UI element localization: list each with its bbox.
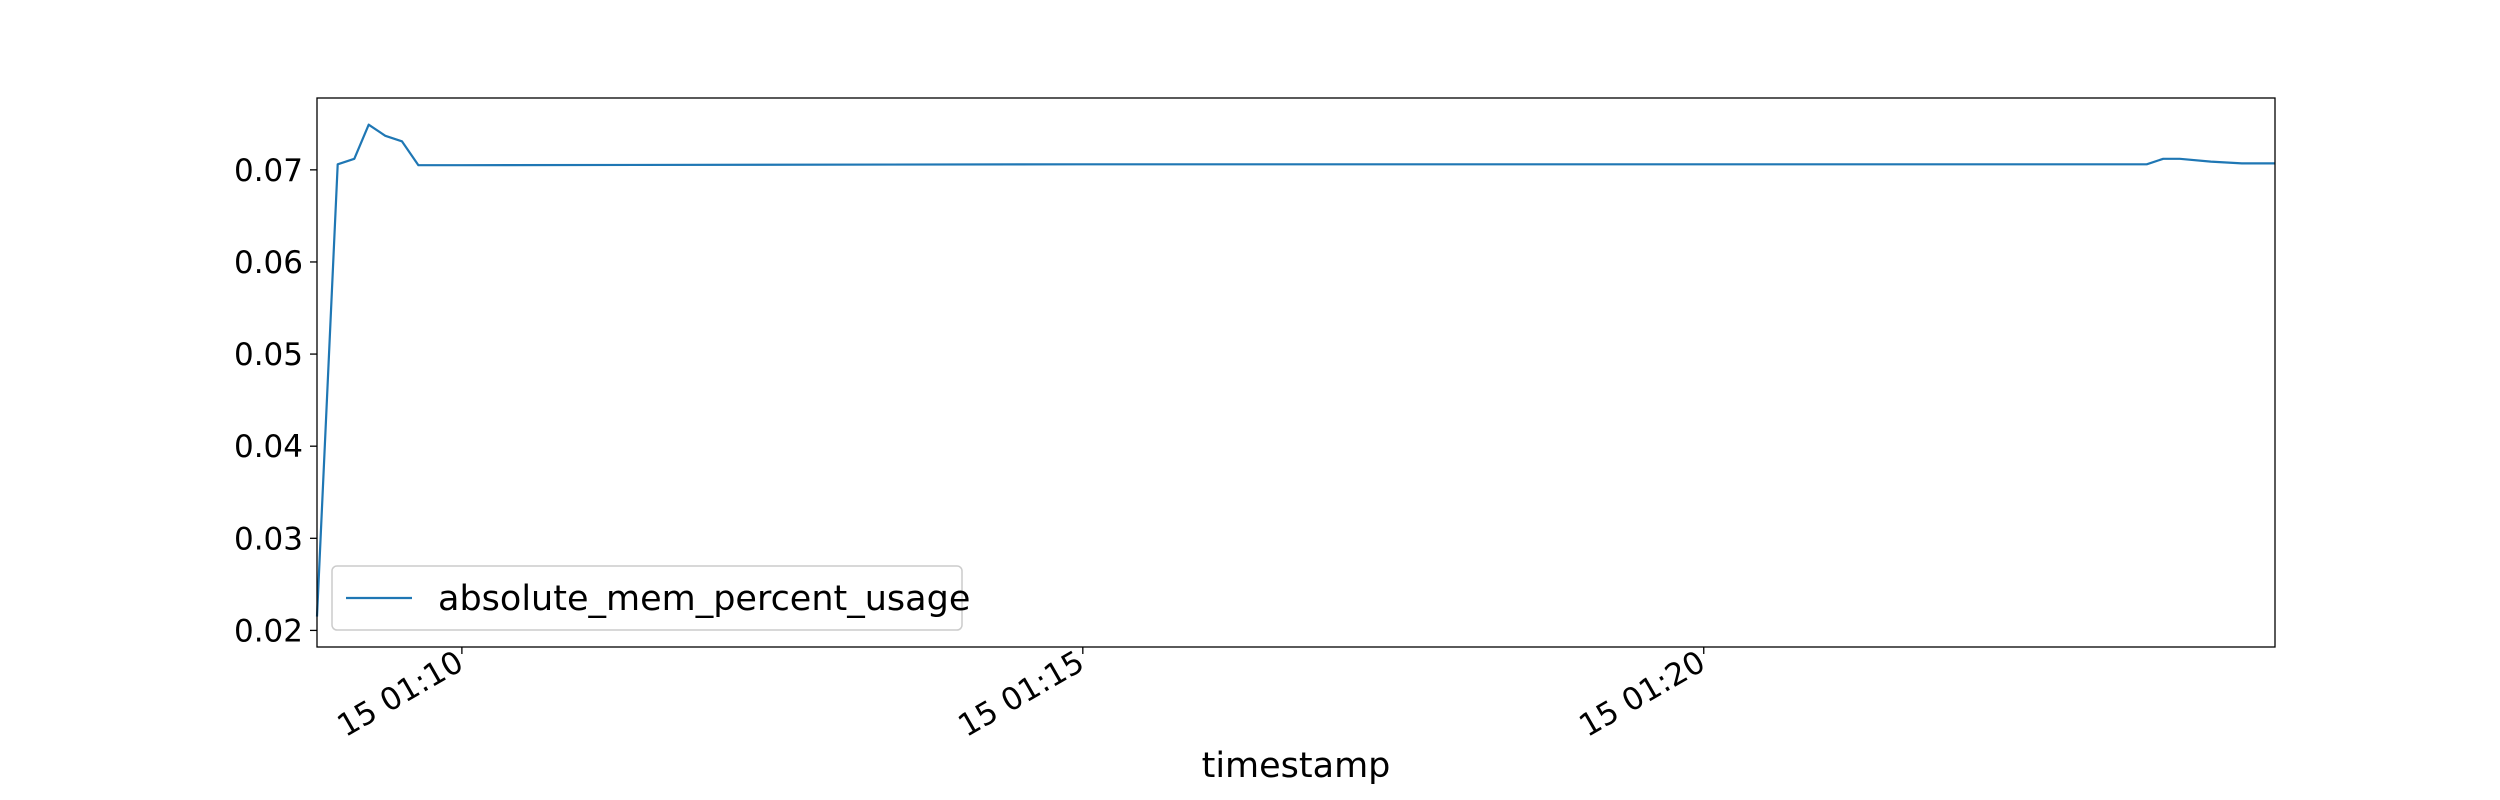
- y-axis-ticks: 0.02 0.03 0.04 0.05 0.06 0.07: [234, 153, 317, 649]
- y-tick-label: 0.05: [234, 337, 303, 373]
- y-tick-label: 0.02: [234, 613, 303, 649]
- legend-label-absolute-mem-percent-usage: absolute_mem_percent_usage: [438, 579, 970, 619]
- y-tick-label: 0.03: [234, 521, 303, 557]
- x-axis-label: timestamp: [1202, 746, 1391, 786]
- y-tick-label: 0.04: [234, 429, 303, 465]
- y-tick-label: 0.07: [234, 153, 303, 189]
- legend: absolute_mem_percent_usage: [331, 565, 970, 631]
- plot-area-frame: [316, 97, 2276, 648]
- legend-box: [331, 565, 963, 631]
- y-tick-label: 0.06: [234, 245, 303, 281]
- series-line-absolute-mem-percent-usage: [315, 123, 2275, 617]
